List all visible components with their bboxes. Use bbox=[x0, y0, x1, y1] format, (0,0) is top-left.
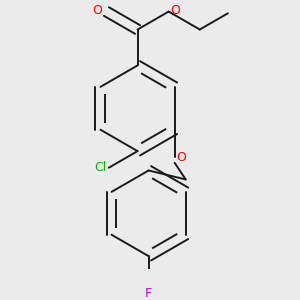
Text: Cl: Cl bbox=[94, 161, 106, 174]
Text: F: F bbox=[145, 286, 152, 299]
Text: O: O bbox=[176, 151, 186, 164]
Text: O: O bbox=[170, 4, 180, 17]
Text: O: O bbox=[92, 4, 102, 17]
